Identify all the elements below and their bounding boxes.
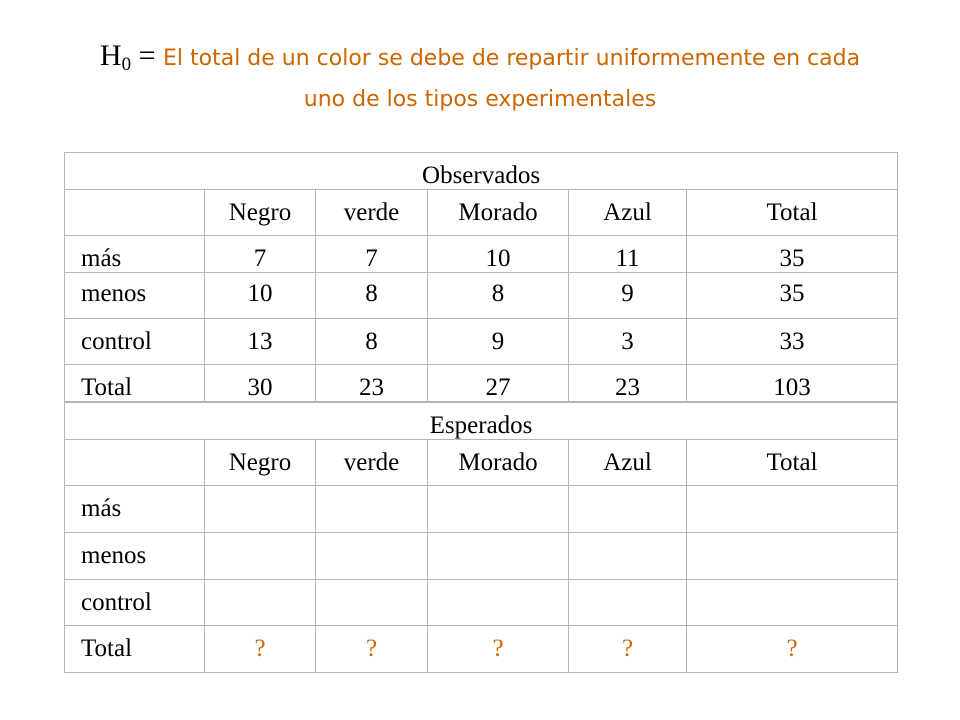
cell: 27 [427, 364, 569, 402]
cell [204, 485, 316, 533]
observed-header-azul: Azul [568, 189, 687, 236]
cell [315, 532, 428, 580]
cell: 7 [204, 235, 316, 273]
row-label: control [64, 579, 205, 626]
cell: 103 [685, 364, 899, 402]
cell: 8 [315, 272, 428, 319]
cell: 35 [685, 272, 899, 319]
unknown-cell: ? [427, 625, 569, 673]
expected-header-total: Total [685, 439, 899, 486]
expected-table: Esperados Negro verde Morado Azul Total … [63, 402, 899, 673]
cell: 33 [685, 318, 899, 365]
observed-title: Observados [63, 152, 899, 190]
cell: 8 [427, 272, 569, 319]
observed-table: Observados Negro verde Morado Azul Total… [63, 152, 899, 402]
expected-header-azul: Azul [568, 439, 687, 486]
cell: 8 [315, 318, 428, 365]
cell [568, 485, 687, 533]
expected-header-negro: Negro [204, 439, 316, 486]
row-label: más [64, 235, 205, 273]
row-label: Total [64, 625, 205, 673]
cell [685, 579, 899, 626]
cell [315, 485, 428, 533]
table-row: más [64, 485, 899, 533]
observed-header-corner [64, 189, 205, 236]
cell: 3 [568, 318, 687, 365]
cell: 35 [685, 235, 899, 273]
table-row: menos [64, 532, 899, 580]
cell [685, 485, 899, 533]
hypothesis-text-2: uno de los tipos experimentales [303, 87, 657, 112]
unknown-cell: ? [315, 625, 428, 673]
row-label: Total [64, 364, 205, 402]
cell: 7 [315, 235, 428, 273]
cell [685, 532, 899, 580]
table-row: Total ? ? ? ? ? [64, 625, 899, 673]
observed-header-total: Total [685, 189, 899, 236]
cell: 9 [568, 272, 687, 319]
expected-header-verde: verde [315, 439, 428, 486]
cell [568, 579, 687, 626]
table-row: menos 10 8 8 9 35 [64, 272, 899, 319]
cell [568, 532, 687, 580]
cell: 13 [204, 318, 316, 365]
hypothesis-line-1: H0 = El total de un color se debe de rep… [0, 36, 960, 85]
unknown-cell: ? [204, 625, 316, 673]
cell [427, 579, 569, 626]
cell: 11 [568, 235, 687, 273]
table-row: Total 30 23 27 23 103 [64, 364, 899, 402]
cell: 10 [427, 235, 569, 273]
observed-header-negro: Negro [204, 189, 316, 236]
unknown-cell: ? [568, 625, 687, 673]
table-row: más 7 7 10 11 35 [64, 235, 899, 273]
cell [315, 579, 428, 626]
hypothesis-text-1: El total de un color se debe de repartir… [163, 46, 861, 71]
cell: 23 [315, 364, 428, 402]
observed-header-morado: Morado [427, 189, 569, 236]
cell [427, 532, 569, 580]
cell: 23 [568, 364, 687, 402]
expected-header-corner [64, 439, 205, 486]
observed-header-verde: verde [315, 189, 428, 236]
expected-header-morado: Morado [427, 439, 569, 486]
row-label: menos [64, 532, 205, 580]
cell [427, 485, 569, 533]
cell: 30 [204, 364, 316, 402]
row-label: control [64, 318, 205, 365]
h0-symbol: H0 = [99, 39, 163, 75]
table-row: control 13 8 9 3 33 [64, 318, 899, 365]
table-row: control [64, 579, 899, 626]
cell [204, 532, 316, 580]
cell: 9 [427, 318, 569, 365]
expected-title: Esperados [63, 402, 899, 440]
cell [204, 579, 316, 626]
cell: 10 [204, 272, 316, 319]
row-label: menos [64, 272, 205, 319]
unknown-cell: ? [685, 625, 899, 673]
row-label: más [64, 485, 205, 533]
